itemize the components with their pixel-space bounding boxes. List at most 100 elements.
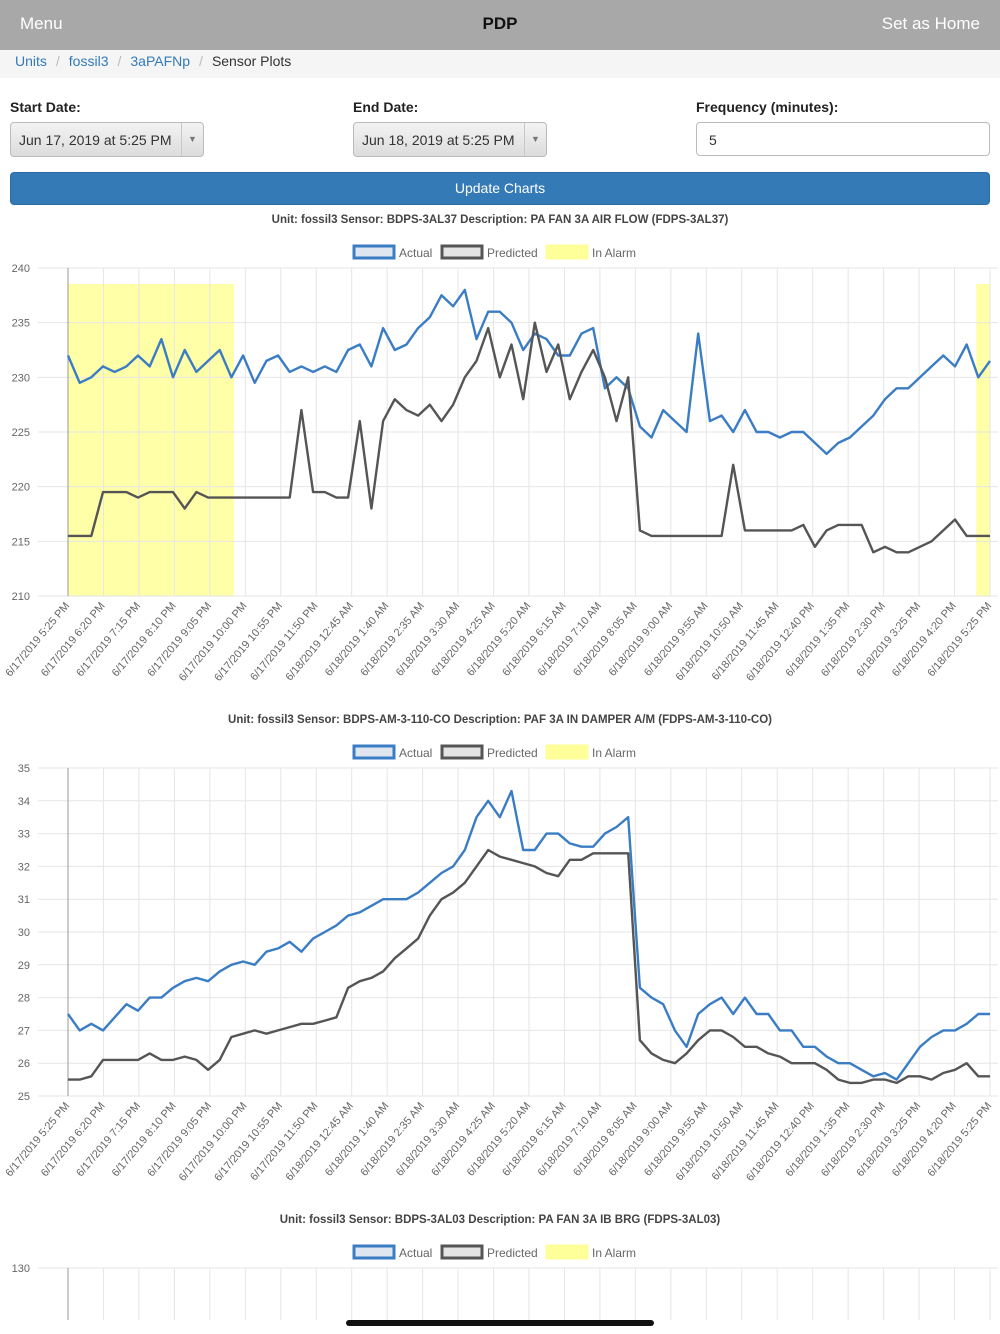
y-tick-label: 29 <box>18 960 30 972</box>
x-tick-label: 6/17/2019 11:50 PM <box>248 600 320 683</box>
series-line-predicted <box>68 848 990 1085</box>
y-tick-label: 27 <box>18 1025 30 1037</box>
chart-title: Unit: fossil3 Sensor: BDPS-3AL37 Descrip… <box>272 214 729 226</box>
legend-label-predicted: Predicted <box>487 746 538 760</box>
x-tick-label: 6/17/2019 8:10 PM <box>110 600 179 679</box>
legend-swatch-alarm <box>545 744 589 760</box>
x-tick-label: 6/18/2019 12:40 PM <box>744 600 817 684</box>
y-tick-label: 230 <box>12 372 30 384</box>
chart-title: Unit: fossil3 Sensor: BDPS-AM-3-110-CO D… <box>228 714 772 726</box>
y-tick-label: 210 <box>12 591 30 603</box>
breadcrumb-3apafnp[interactable]: 3aPAFNp <box>130 53 191 69</box>
legend-swatch-predicted <box>440 744 484 760</box>
x-tick-label: 6/18/2019 10:50 AM <box>674 600 746 683</box>
x-tick-label: 6/18/2019 6:15 AM <box>500 1100 569 1178</box>
x-tick-label: 6/18/2019 11:45 AM <box>710 600 782 683</box>
x-tick-label: 6/17/2019 7:15 PM <box>74 1100 143 1179</box>
set-as-home-button[interactable]: Set as Home <box>881 14 980 33</box>
legend-swatch-actual <box>352 244 396 260</box>
y-tick-label: 28 <box>18 993 30 1005</box>
x-tick-label: 6/18/2019 12:40 PM <box>744 1100 817 1184</box>
legend-swatch-actual <box>352 1244 396 1260</box>
legend-label-predicted: Predicted <box>487 1246 538 1260</box>
legend-label-alarm: In Alarm <box>592 1246 636 1260</box>
x-tick-label: 6/18/2019 3:25 PM <box>854 1100 923 1179</box>
x-tick-label: 6/17/2019 6:20 PM <box>39 1100 108 1179</box>
start-date-picker[interactable]: Jun 17, 2019 at 5:25 PM ▼ <box>10 122 204 157</box>
series-line-actual <box>67 789 990 1081</box>
end-date-picker[interactable]: Jun 18, 2019 at 5:25 PM ▼ <box>353 122 547 157</box>
y-tick-label: 26 <box>18 1058 30 1070</box>
ib-brg-chart: Unit: fossil3 Sensor: BDPS-3AL03 Descrip… <box>12 1214 998 1320</box>
x-tick-label: 6/17/2019 9:05 PM <box>145 600 214 679</box>
x-tick-label: 6/18/2019 3:30 AM <box>394 1100 463 1178</box>
legend-swatch-actual <box>352 744 396 760</box>
x-tick-label: 6/18/2019 1:40 AM <box>323 1100 392 1178</box>
y-tick-label: 240 <box>12 263 30 275</box>
end-date-value: Jun 18, 2019 at 5:25 PM <box>362 132 515 148</box>
legend-label-alarm: In Alarm <box>592 246 636 260</box>
update-charts-button[interactable]: Update Charts <box>10 172 990 205</box>
legend-swatch-alarm <box>545 244 589 260</box>
end-date-dropdown-icon: ▼ <box>524 123 546 156</box>
x-tick-label: 6/17/2019 11:50 PM <box>248 1100 320 1183</box>
x-tick-label: 6/18/2019 6:15 AM <box>500 600 569 678</box>
y-tick-label: 215 <box>12 536 30 548</box>
legend-label-actual: Actual <box>399 246 432 260</box>
y-tick-label: 33 <box>18 829 30 841</box>
x-tick-label: 6/18/2019 12:45 AM <box>284 600 356 683</box>
home-indicator <box>346 1320 654 1326</box>
x-tick-label: 6/18/2019 4:20 PM <box>890 600 959 679</box>
frequency-label: Frequency (minutes): <box>696 99 839 115</box>
air-flow-chart: Unit: fossil3 Sensor: BDPS-3AL37 Descrip… <box>3 214 998 684</box>
y-tick-label: 34 <box>18 796 30 808</box>
x-tick-label: 6/18/2019 1:40 AM <box>323 600 392 678</box>
y-tick-label: 130 <box>12 1263 30 1275</box>
y-tick-label: 35 <box>18 763 30 775</box>
frequency-input[interactable]: 5 <box>696 122 990 156</box>
breadcrumb-sensor-plots: Sensor Plots <box>211 53 292 69</box>
x-tick-label: 6/18/2019 2:35 AM <box>358 600 427 678</box>
x-tick-label: 6/17/2019 5:25 PM <box>3 600 72 679</box>
breadcrumb-fossil3[interactable]: fossil3 <box>68 53 109 69</box>
legend-label-alarm: In Alarm <box>592 746 636 760</box>
x-tick-label: 6/17/2019 10:55 PM <box>212 1100 285 1184</box>
end-date-label: End Date: <box>353 99 419 115</box>
x-tick-label: 6/17/2019 10:55 PM <box>212 600 285 684</box>
start-date-value: Jun 17, 2019 at 5:25 PM <box>19 132 172 148</box>
x-tick-label: 6/18/2019 4:25 AM <box>429 600 498 678</box>
x-tick-label: 6/17/2019 6:20 PM <box>39 600 108 679</box>
x-tick-label: 6/18/2019 5:25 PM <box>925 1100 994 1179</box>
menu-button[interactable]: Menu <box>20 14 63 33</box>
breadcrumb-units[interactable]: Units <box>15 53 47 69</box>
x-tick-label: 6/18/2019 9:55 AM <box>642 600 711 678</box>
x-tick-label: 6/18/2019 9:55 AM <box>642 1100 711 1178</box>
x-tick-label: 6/18/2019 3:25 PM <box>854 600 923 679</box>
legend-label-predicted: Predicted <box>487 246 538 260</box>
x-tick-label: 6/18/2019 12:45 AM <box>284 1100 356 1183</box>
x-tick-label: 6/18/2019 10:50 AM <box>674 1100 746 1183</box>
alarm-band <box>68 284 234 596</box>
series-line-predicted <box>68 321 990 554</box>
x-tick-label: 6/18/2019 1:35 PM <box>784 1100 853 1179</box>
breadcrumb: Units / fossil3/3aPAFNp / Sensor Plots <box>0 50 1000 78</box>
page-title: PDP <box>482 14 518 33</box>
x-tick-label: 6/18/2019 7:10 AM <box>536 1100 605 1178</box>
x-tick-label: 6/17/2019 10:00 PM <box>177 600 250 684</box>
x-tick-label: 6/18/2019 8:05 AM <box>571 600 640 678</box>
x-tick-label: 6/18/2019 1:35 PM <box>784 600 853 679</box>
legend-label-actual: Actual <box>399 746 432 760</box>
x-tick-label: 6/18/2019 4:25 AM <box>429 1100 498 1178</box>
legend-swatch-alarm <box>545 1244 589 1260</box>
x-tick-label: 6/18/2019 2:30 PM <box>819 600 888 679</box>
series-line-actual <box>66 288 991 456</box>
x-tick-label: 6/18/2019 9:00 AM <box>607 600 676 678</box>
x-tick-label: 6/18/2019 2:30 PM <box>819 1100 888 1179</box>
x-tick-label: 6/18/2019 8:05 AM <box>571 1100 640 1178</box>
x-tick-label: 6/18/2019 3:30 AM <box>394 600 463 678</box>
damper-chart: Unit: fossil3 Sensor: BDPS-AM-3-110-CO D… <box>3 714 998 1184</box>
x-tick-label: 6/17/2019 9:05 PM <box>145 1100 214 1179</box>
x-tick-label: 6/18/2019 5:20 AM <box>465 1100 534 1178</box>
x-tick-label: 6/18/2019 7:10 AM <box>536 600 605 678</box>
chart-title: Unit: fossil3 Sensor: BDPS-3AL03 Descrip… <box>280 1214 721 1226</box>
